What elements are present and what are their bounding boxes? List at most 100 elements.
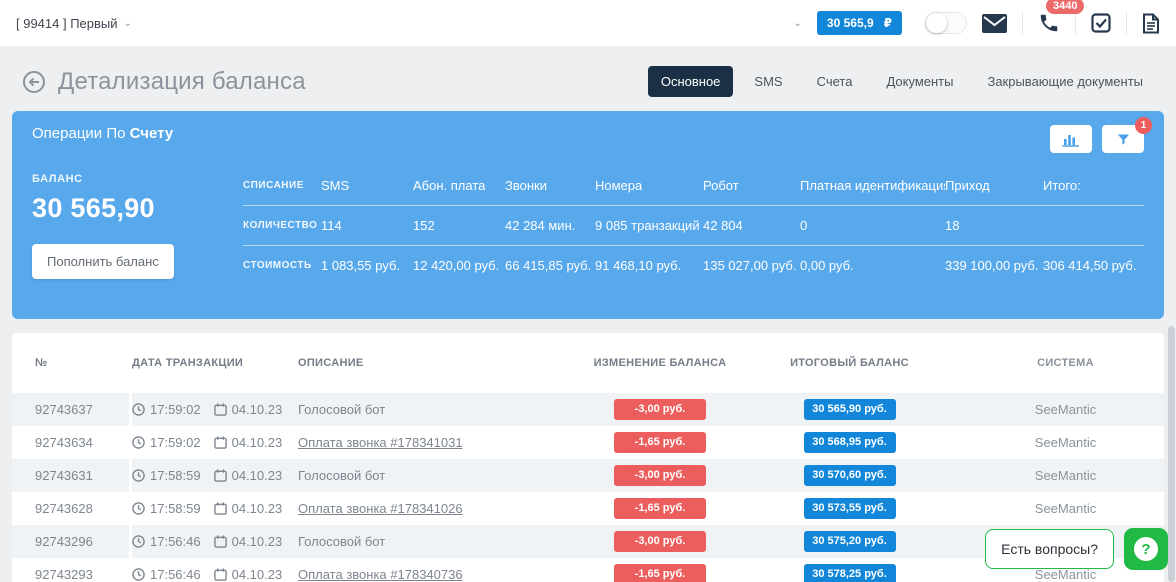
transaction-time: 17:56:46 [150, 534, 201, 549]
transaction-time: 17:59:02 [150, 435, 201, 450]
balance-label: БАЛАНС [32, 173, 83, 185]
total-balance-badge: 30 570,60 руб. [803, 464, 896, 487]
envelope-icon [982, 13, 1007, 33]
page-title: Детализация баланса [58, 67, 306, 95]
system-label: SeeMantic [1034, 468, 1097, 483]
calendar-icon [213, 469, 227, 482]
transaction-date: 04.10.23 [231, 435, 283, 450]
total-balance-badge: 30 578,25 руб. [803, 563, 896, 582]
balance-value: 30 565,90 [32, 193, 155, 223]
balance-change-badge: -3,00 руб. [614, 464, 706, 487]
ruble-icon: ₽ [883, 16, 892, 30]
calendar-icon [213, 436, 227, 449]
clock-icon [132, 436, 145, 449]
tab-bar: Основное SMS Счета Документы Закрывающие… [647, 66, 1156, 97]
table-row: 92743631 17:58:59 04.10.23 Голосовой бот… [12, 459, 1164, 492]
chevron-down-icon[interactable]: ⌄ [793, 17, 802, 29]
system-label: SeeMantic [1034, 435, 1097, 450]
mail-button[interactable] [982, 13, 1007, 33]
total-balance-badge: 30 568,95 руб. [803, 431, 896, 454]
account-operations-panel: Операции По Счету 1 БАЛАНС 30 565,9 [12, 111, 1164, 319]
page-header: Детализация баланса Основное SMS Счета Д… [0, 46, 1176, 111]
calendar-icon [213, 535, 227, 548]
account-selector[interactable]: [ 99414 ] Первый ⌄ [16, 16, 132, 31]
table-row: 92743293 17:56:46 04.10.23 Оплата звонка… [12, 558, 1164, 582]
back-button[interactable] [22, 70, 46, 94]
balance-change-badge: -1,65 руб. [614, 431, 706, 454]
tab-osnovnoe[interactable]: Основное [647, 66, 734, 97]
balance-change-badge: -3,00 руб. [614, 398, 706, 421]
clock-icon [132, 568, 145, 581]
documents-button[interactable] [1142, 13, 1160, 34]
document-icon [1143, 13, 1159, 33]
filter-button[interactable]: 1 [1102, 117, 1152, 153]
transaction-time: 17:56:46 [150, 567, 201, 582]
divider [1022, 11, 1023, 35]
calendar-icon [213, 403, 227, 416]
chevron-down-icon: ⌄ [123, 17, 132, 29]
calendar-icon [213, 502, 227, 515]
clock-icon [132, 469, 145, 482]
panel-title: Операции По Счету [32, 125, 174, 142]
call-payment-link[interactable]: Оплата звонка #178341031 [298, 435, 463, 450]
transaction-date: 04.10.23 [231, 534, 283, 549]
system-label: SeeMantic [1034, 501, 1097, 516]
balance-change-badge: -3,00 руб. [614, 530, 706, 553]
chart-button[interactable] [1050, 125, 1092, 153]
toggle-knob [926, 13, 947, 33]
balance-badge[interactable]: 30 565,9 ₽ [816, 11, 902, 35]
phone-icon [1040, 14, 1058, 32]
tab-dokumenty[interactable]: Документы [886, 74, 954, 89]
total-balance-badge: 30 575,20 руб. [803, 530, 896, 553]
transaction-description: Голосовой бот [298, 468, 386, 483]
have-questions-button[interactable]: Есть вопросы? [985, 529, 1114, 569]
clock-icon [132, 502, 145, 515]
table-row: 92743628 17:58:59 04.10.23 Оплата звонка… [12, 492, 1164, 525]
table-row: 92743637 17:59:02 04.10.23 Голосовой бот… [12, 393, 1164, 426]
total-balance-badge: 30 565,90 руб. [803, 398, 896, 421]
transaction-date: 04.10.23 [231, 567, 283, 582]
transaction-id: 92743637 [12, 393, 132, 426]
summary-cost-row: СТОИМОСТЬ 1 083,55 руб. 12 420,00 руб. 6… [243, 245, 1144, 285]
transaction-date: 04.10.23 [231, 468, 283, 483]
filter-icon [1117, 134, 1129, 145]
operations-summary-table: СПИСАНИЕ SMS Абон. плата Звонки Номера Р… [243, 165, 1144, 285]
transaction-id: 92743628 [12, 492, 132, 525]
tab-zakryvayushchie-dokumenty[interactable]: Закрывающие документы [987, 74, 1143, 89]
transaction-description: Голосовой бот [298, 534, 386, 549]
checkbox-icon [1091, 13, 1111, 33]
table-row: 92743634 17:59:02 04.10.23 Оплата звонка… [12, 426, 1164, 459]
transaction-date: 04.10.23 [231, 402, 283, 417]
balance-change-badge: -1,65 руб. [614, 563, 706, 582]
system-label: SeeMantic [1034, 567, 1097, 582]
tasks-button[interactable] [1091, 13, 1111, 33]
help-button[interactable]: ? [1124, 528, 1168, 570]
transaction-date: 04.10.23 [231, 501, 283, 516]
summary-header-row: СПИСАНИЕ SMS Абон. плата Звонки Номера Р… [243, 177, 1081, 193]
transaction-description: Голосовой бот [298, 402, 386, 417]
bar-chart-icon [1062, 134, 1079, 147]
topup-balance-button[interactable]: Пополнить баланс [32, 244, 174, 279]
transactions-table: № ДАТА ТРАНЗАКЦИИ ОПИСАНИЕ ИЗМЕНЕНИЕ БАЛ… [12, 333, 1164, 582]
summary-quantity-row: КОЛИЧЕСТВО 114 152 42 284 мин. 9 085 тра… [243, 205, 1144, 245]
calendar-icon [213, 568, 227, 581]
call-payment-link[interactable]: Оплата звонка #178341026 [298, 501, 463, 516]
call-payment-link[interactable]: Оплата звонка #178340736 [298, 567, 463, 582]
question-mark-icon: ? [1134, 537, 1158, 561]
account-label: [ 99414 ] Первый [16, 15, 118, 31]
transaction-time: 17:59:02 [150, 402, 201, 417]
transaction-time: 17:58:59 [150, 501, 201, 516]
tab-scheta[interactable]: Счета [816, 74, 853, 89]
calls-count-badge: 3440 [1046, 0, 1085, 15]
balance-change-badge: -1,65 руб. [614, 497, 706, 520]
tab-sms[interactable]: SMS [754, 74, 783, 89]
filter-count-badge: 1 [1135, 117, 1152, 134]
scrollbar-thumb[interactable] [1168, 326, 1175, 582]
transaction-id: 92743631 [12, 459, 132, 492]
clock-icon [132, 535, 145, 548]
divider [1075, 11, 1076, 35]
theme-toggle[interactable] [925, 12, 967, 34]
transaction-time: 17:58:59 [150, 468, 201, 483]
calls-button[interactable]: 3440 [1038, 0, 1085, 34]
divider [1126, 11, 1127, 35]
